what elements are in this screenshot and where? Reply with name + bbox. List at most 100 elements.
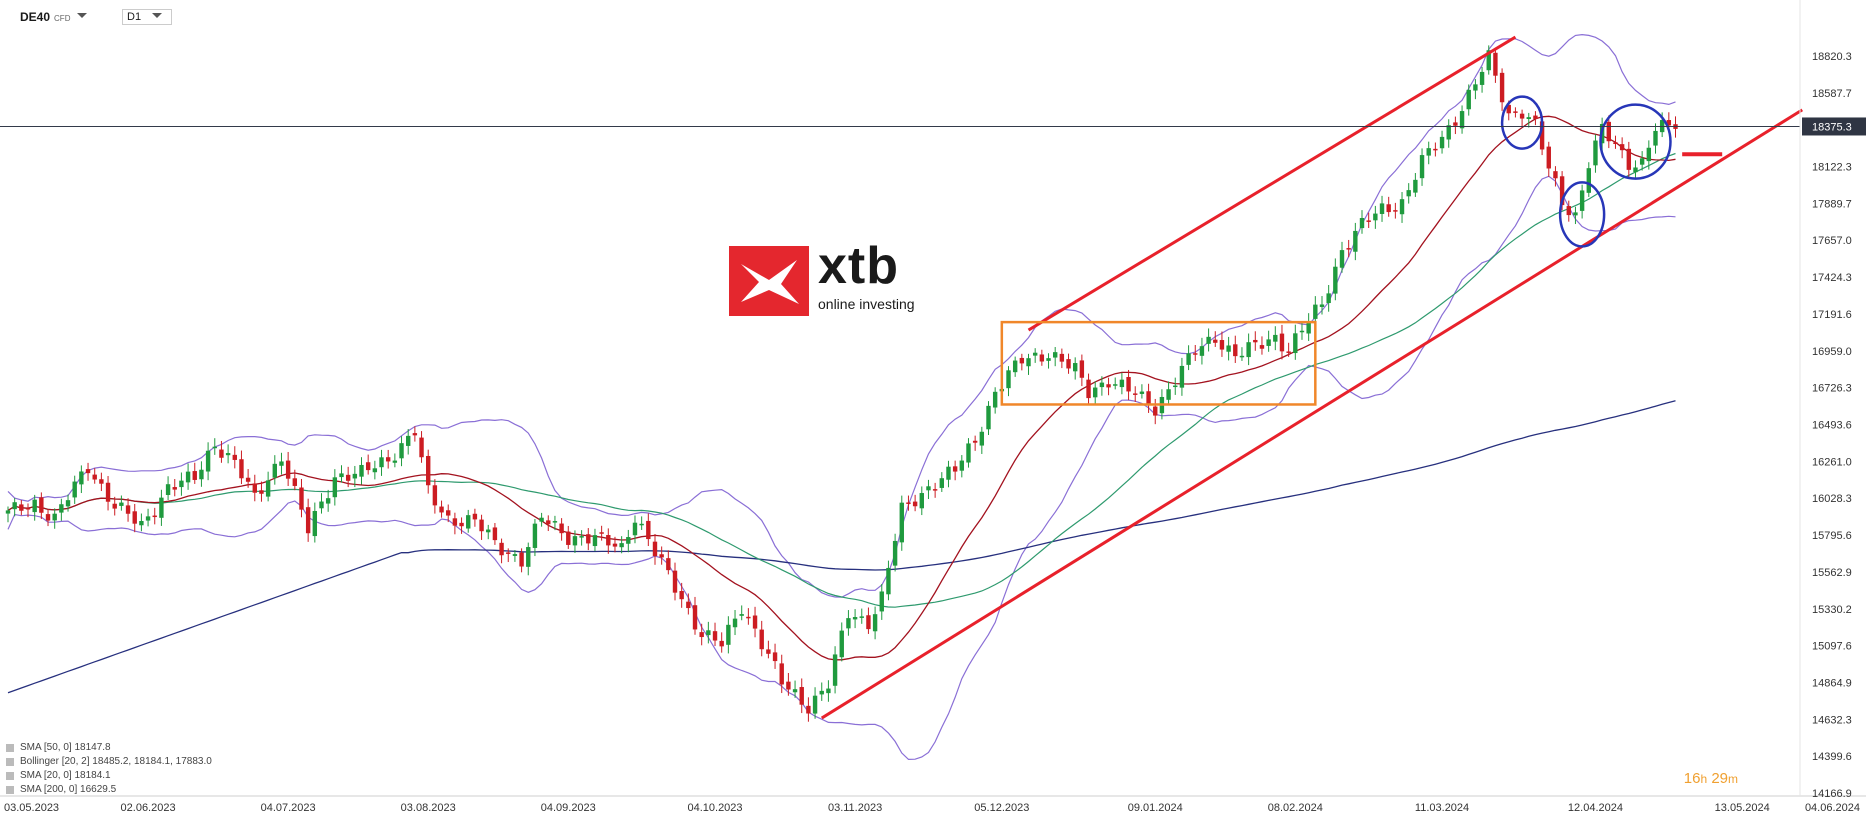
candle-body	[686, 601, 691, 609]
candle-body	[959, 460, 965, 471]
candle-body	[192, 471, 197, 480]
candle-body	[692, 605, 698, 630]
x-tick-label: 04.09.2023	[541, 802, 596, 814]
candle-body	[1333, 266, 1338, 294]
candle-body	[1273, 334, 1278, 342]
candle-body	[1139, 391, 1145, 394]
candle-body	[99, 479, 104, 484]
candle-body	[512, 554, 518, 556]
candle-body	[252, 483, 257, 493]
candle-body	[1266, 339, 1271, 346]
legend-sma20[interactable]: SMA [20, 0] 18184.1	[6, 770, 111, 781]
candle-body	[345, 474, 351, 481]
candle-body	[1019, 357, 1025, 364]
y-tick-label: 14166.9	[1812, 788, 1852, 800]
candle-body	[899, 502, 904, 543]
candle-body	[359, 464, 364, 477]
candle-body	[439, 506, 444, 513]
candle-body	[1293, 333, 1298, 354]
candle-body	[1446, 125, 1451, 140]
x-tick-label: 04.06.2024	[1805, 802, 1860, 814]
candle-body	[659, 554, 664, 558]
y-tick-label: 14632.3	[1812, 714, 1852, 726]
y-tick-label: 16261.0	[1812, 456, 1852, 468]
candle-body	[446, 510, 451, 516]
candle-body	[65, 500, 71, 507]
candle-body	[1119, 379, 1125, 388]
candle-body	[1546, 146, 1551, 169]
candle-body	[25, 507, 31, 510]
highlight-circle	[1500, 95, 1544, 150]
candle-body	[466, 515, 471, 529]
symbol-dropdown-icon[interactable]	[77, 13, 87, 18]
candle-body	[225, 453, 231, 456]
candle-body	[1166, 389, 1171, 400]
candle-body	[79, 471, 84, 485]
candle-body	[606, 535, 611, 546]
candle-body	[612, 543, 618, 547]
candle-body	[179, 480, 184, 488]
candle-body	[786, 681, 791, 690]
candle-body	[792, 689, 798, 693]
candle-body	[506, 552, 511, 554]
candle-body	[1493, 52, 1498, 76]
candle-body	[1553, 171, 1558, 179]
candle-body	[566, 531, 571, 545]
highlight-circle	[1599, 103, 1672, 180]
candle-body	[552, 521, 558, 523]
candle-body	[1046, 358, 1051, 361]
y-tick-label: 16726.3	[1812, 383, 1852, 395]
symbol-name: DE40	[20, 10, 51, 24]
timeframe-dropdown-icon[interactable]	[152, 13, 162, 18]
candle-body	[679, 591, 684, 600]
timeframe-selector[interactable]: D1	[122, 9, 173, 25]
candle-body	[1073, 363, 1078, 372]
candle-body	[1499, 72, 1505, 103]
candle-body	[632, 522, 638, 536]
candle-body	[879, 591, 884, 612]
candle-body	[1279, 333, 1285, 352]
candle-body	[339, 473, 344, 478]
candle-body	[1639, 158, 1645, 165]
candle-body	[1226, 345, 1231, 352]
candle-body	[1339, 250, 1345, 268]
candle-body	[646, 520, 651, 540]
candle-body	[365, 462, 371, 471]
y-tick-label: 17191.6	[1812, 309, 1852, 321]
last-price-badge	[1802, 117, 1866, 136]
candle-body	[739, 614, 744, 616]
symbol-selector[interactable]: DE40 CFD	[20, 10, 70, 24]
candle-body	[699, 632, 704, 638]
candle-body	[526, 547, 531, 567]
sma200-line	[7, 400, 1676, 694]
xtb-logo-mark	[729, 246, 809, 316]
x-tick-label: 13.05.2024	[1715, 802, 1770, 814]
x-tick-label: 05.12.2023	[974, 802, 1029, 814]
candle-body	[392, 460, 398, 463]
candle-body	[1579, 190, 1585, 211]
candle-body	[1479, 71, 1485, 85]
candle-body	[1353, 230, 1358, 252]
candle-body	[652, 541, 658, 557]
legend-sma200[interactable]: SMA [200, 0] 16629.5	[6, 784, 116, 795]
candle-body	[812, 695, 818, 714]
candle-body	[1146, 391, 1151, 406]
candle-body	[492, 527, 498, 541]
x-tick-label: 03.05.2023	[4, 802, 59, 814]
candle-body	[1539, 121, 1545, 150]
last-price-label: 18375.3	[1812, 121, 1852, 133]
candle-body	[559, 523, 564, 534]
candle-body	[92, 474, 97, 480]
candle-body	[852, 617, 858, 620]
candle-body	[1233, 344, 1238, 357]
logo-tagline: online investing	[818, 296, 915, 312]
candle-body	[165, 484, 171, 495]
candle-body	[546, 520, 551, 525]
candle-body	[1246, 342, 1251, 358]
legend-bollinger[interactable]: Bollinger [20, 2] 18485.2, 18184.1, 1788…	[6, 756, 212, 767]
legend-sma50[interactable]: SMA [50, 0] 18147.8	[6, 742, 111, 753]
candle-body	[305, 507, 311, 534]
candle-body	[886, 567, 891, 595]
candle-body	[1513, 111, 1518, 113]
